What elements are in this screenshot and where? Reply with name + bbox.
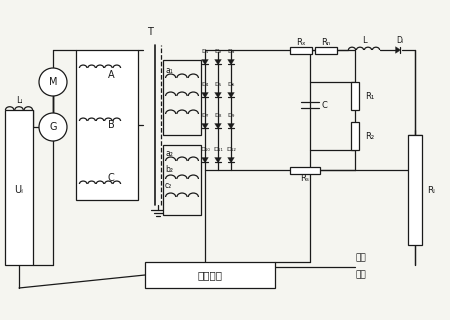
Text: B: B [108, 120, 114, 130]
Text: 控制单元: 控制单元 [198, 270, 222, 280]
Bar [351, 82, 359, 110]
Text: D₅: D₅ [214, 82, 222, 86]
Polygon shape [202, 158, 208, 163]
Polygon shape [202, 92, 208, 97]
Polygon shape [228, 60, 234, 64]
Polygon shape [202, 124, 208, 128]
Text: D₉: D₉ [227, 113, 235, 117]
Text: M: M [49, 77, 57, 87]
Bar [290, 166, 320, 173]
Circle shape [39, 113, 67, 141]
Polygon shape [396, 47, 400, 53]
Polygon shape [215, 92, 221, 97]
Polygon shape [215, 60, 221, 64]
Text: D₃: D₃ [227, 49, 235, 53]
Bar [5, 110, 33, 265]
Text: D₆: D₆ [227, 82, 235, 86]
Polygon shape [215, 158, 221, 163]
Text: Rₗ: Rₗ [427, 186, 435, 195]
Text: R₁: R₁ [365, 92, 374, 100]
Text: Lₗ: Lₗ [16, 95, 22, 105]
Text: 给定: 给定 [355, 270, 366, 279]
Polygon shape [228, 124, 234, 128]
Polygon shape [202, 60, 208, 64]
Text: L: L [362, 36, 366, 44]
Bar [290, 46, 312, 53]
Text: D₈: D₈ [214, 113, 222, 117]
Text: Rₓ: Rₓ [296, 37, 306, 46]
Text: b₂: b₂ [165, 164, 173, 173]
Text: R₂: R₂ [365, 132, 374, 140]
Text: G: G [49, 122, 57, 132]
Text: Rₙ: Rₙ [321, 37, 331, 46]
Bar [163, 60, 201, 135]
Text: 反馈: 反馈 [355, 253, 366, 262]
Text: D₁₂: D₁₂ [226, 147, 236, 151]
Bar [76, 50, 138, 200]
Text: c₂: c₂ [165, 180, 172, 189]
Text: D₇: D₇ [201, 113, 209, 117]
Text: D₁₁: D₁₁ [213, 147, 223, 151]
Text: D₁: D₁ [201, 49, 209, 53]
Text: C: C [322, 100, 328, 109]
Text: C: C [108, 173, 114, 183]
Bar [163, 145, 201, 215]
Text: Rₛ: Rₛ [301, 173, 310, 182]
Bar [315, 46, 337, 53]
Bar [145, 262, 275, 288]
Text: Uₗ: Uₗ [14, 185, 23, 195]
Text: a₂: a₂ [165, 148, 173, 157]
Text: a₁: a₁ [165, 66, 173, 75]
Circle shape [39, 68, 67, 96]
Text: A: A [108, 70, 114, 80]
Polygon shape [215, 124, 221, 128]
Text: D₁₀: D₁₀ [200, 147, 210, 151]
Polygon shape [228, 92, 234, 97]
Text: T: T [147, 27, 153, 37]
Text: D₂: D₂ [214, 49, 222, 53]
Bar [351, 122, 359, 150]
Bar [408, 135, 422, 245]
Polygon shape [228, 158, 234, 163]
Text: D₄: D₄ [201, 82, 209, 86]
Text: Dₗ: Dₗ [396, 36, 404, 44]
